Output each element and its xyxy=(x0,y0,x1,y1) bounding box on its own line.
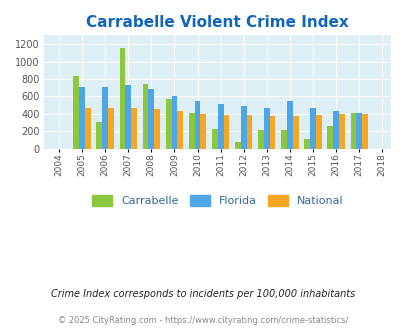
Bar xyxy=(350,114,356,149)
Bar xyxy=(338,114,344,149)
Bar xyxy=(356,113,361,149)
Bar xyxy=(73,76,79,149)
Bar xyxy=(211,129,217,149)
Bar xyxy=(102,87,108,149)
Bar xyxy=(258,130,263,149)
Bar xyxy=(165,99,171,149)
Bar xyxy=(96,122,102,149)
Bar xyxy=(79,87,85,149)
Bar xyxy=(142,84,148,149)
Bar xyxy=(119,48,125,149)
Title: Carrabelle Violent Crime Index: Carrabelle Violent Crime Index xyxy=(86,15,348,30)
Bar xyxy=(246,115,252,149)
Bar xyxy=(304,139,309,149)
Bar xyxy=(309,109,315,149)
Bar xyxy=(131,108,136,149)
Text: © 2025 CityRating.com - https://www.cityrating.com/crime-statistics/: © 2025 CityRating.com - https://www.city… xyxy=(58,316,347,325)
Bar xyxy=(361,114,367,149)
Bar xyxy=(223,115,229,149)
Bar xyxy=(217,104,223,149)
Bar xyxy=(108,108,113,149)
Bar xyxy=(177,111,183,149)
Legend: Carrabelle, Florida, National: Carrabelle, Florida, National xyxy=(87,191,347,211)
Bar xyxy=(171,96,177,149)
Text: Crime Index corresponds to incidents per 100,000 inhabitants: Crime Index corresponds to incidents per… xyxy=(51,289,354,299)
Bar xyxy=(269,116,275,149)
Bar xyxy=(154,109,160,149)
Bar xyxy=(234,142,240,149)
Bar xyxy=(292,115,298,149)
Bar xyxy=(263,108,269,149)
Bar xyxy=(188,113,194,149)
Bar xyxy=(148,89,154,149)
Bar xyxy=(281,130,286,149)
Bar xyxy=(200,114,206,149)
Bar xyxy=(240,106,246,149)
Bar xyxy=(286,101,292,149)
Bar xyxy=(85,108,90,149)
Bar xyxy=(315,115,321,149)
Bar xyxy=(333,111,338,149)
Bar xyxy=(125,85,131,149)
Bar xyxy=(194,101,200,149)
Bar xyxy=(327,126,333,149)
